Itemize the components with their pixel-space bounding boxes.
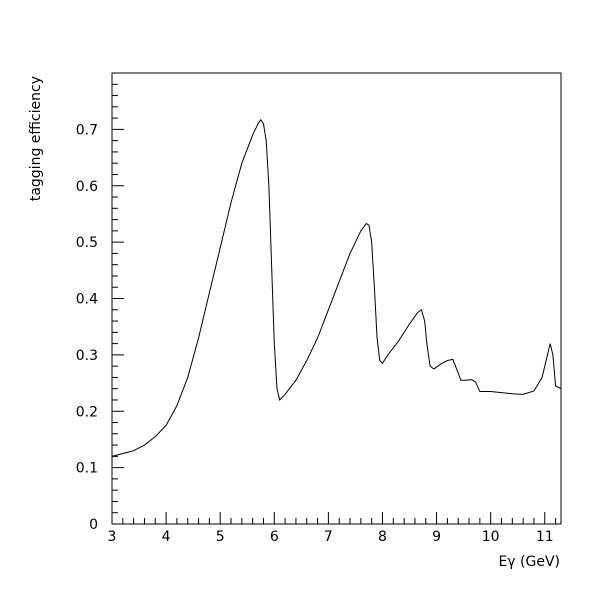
x-axis-label: Eγ (GeV): [498, 554, 560, 570]
x-tick-label: 9: [432, 529, 441, 545]
y-tick-label: 0.4: [76, 292, 98, 308]
y-tick-label: 0.7: [76, 122, 98, 138]
efficiency-curve: [111, 118, 562, 457]
y-tick-label: 0.6: [76, 179, 98, 195]
x-tick-label: 7: [324, 529, 333, 545]
x-tick-label: 8: [378, 529, 387, 545]
x-tick-label: 3: [108, 529, 117, 545]
x-tick-label: 10: [482, 529, 500, 545]
y-tick-label: 0: [89, 517, 98, 533]
plot-frame: [111, 72, 562, 525]
y-tick-label: 0.3: [76, 348, 98, 364]
y-axis-tick-labels: 0 0.1 0.2 0.3 0.4 0.5 0.6 0.7: [76, 122, 98, 533]
y-tick-label: 0.5: [76, 235, 98, 251]
y-tick-label: 0.2: [76, 404, 98, 420]
x-tick-label: 6: [270, 529, 279, 545]
y-tick-label: 0.1: [76, 461, 98, 477]
y-axis-ticks: [112, 72, 124, 525]
x-tick-label: 11: [536, 529, 554, 545]
x-axis-ticks: [111, 512, 557, 524]
x-axis-tick-labels: 3 4 5 6 7 8 9 10 11: [108, 529, 554, 545]
x-tick-label: 4: [162, 529, 171, 545]
x-tick-label: 5: [216, 529, 225, 545]
y-axis-label: tagging efficiency: [28, 76, 44, 201]
